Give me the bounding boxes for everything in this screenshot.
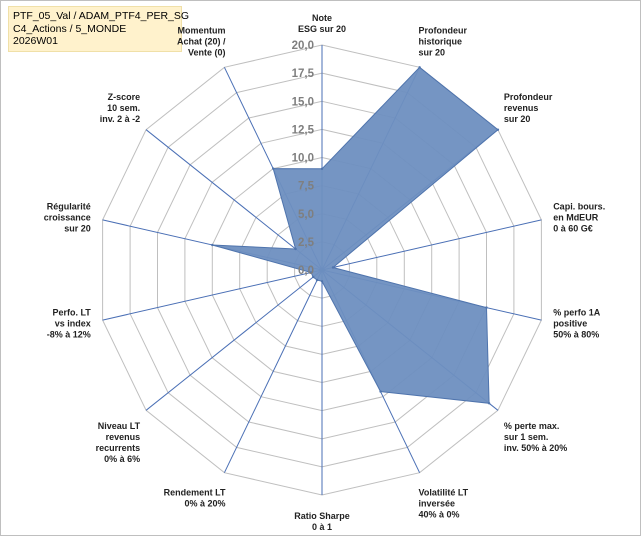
axis-label-line: positive: [553, 319, 587, 329]
data-point-6: [487, 402, 491, 405]
axis-label-line: sur 20: [64, 223, 91, 233]
tick-label: 7,5: [298, 181, 315, 193]
axis-label-line: Vente (0): [188, 48, 226, 58]
axis-label-line: % perte max.: [504, 421, 560, 431]
axis-label-1: Note ESG sur 20: [298, 13, 346, 34]
axis-label-line: Achat (20) /: [177, 37, 226, 47]
axis-label-line: 40% à 0%: [419, 509, 460, 519]
axis-label-line: Profondeur: [419, 26, 468, 36]
axis-label-6: % perte max. sur 1 sem. inv. 50% à 20%: [504, 421, 567, 453]
axis-label-line: Ratio Sharpe: [294, 511, 350, 521]
data-point-2: [418, 66, 421, 69]
axis-label-11: Perfo. LT vs index -8% à 12%: [47, 308, 92, 340]
axis-label-line: sur 1 sem.: [504, 432, 549, 442]
axis-label-line: -8% à 12%: [47, 330, 91, 340]
tick-label: 0,0: [298, 265, 314, 277]
data-point-10: [312, 275, 315, 279]
axis-label-line: Momentum: [178, 26, 226, 36]
axis-label-line: 0 à 1: [312, 522, 332, 532]
data-point-1: [320, 167, 324, 170]
axis-label-line: en MdEUR: [553, 212, 599, 222]
axis-label-line: 10 sem.: [107, 103, 140, 113]
axis-label-line: revenus: [504, 103, 539, 113]
axis-label-line: Capi. bours.: [553, 201, 605, 211]
axis-label-line: % perfo 1A: [553, 308, 601, 318]
axis-spoke-13: [145, 129, 323, 271]
data-point-12: [211, 243, 214, 247]
axis-label-line: 0% à 6%: [104, 454, 140, 464]
axis-label-line: Niveau LT: [98, 421, 141, 431]
portfolio-info-box: PTF_05_Val / ADAM_PTF4_PER_SG C4_Actions…: [8, 6, 190, 52]
axis-label-12: Régularité croissance sur 20: [44, 201, 91, 233]
axis-label-line: croissance: [44, 212, 91, 222]
axis-label-line: 50% à 80%: [553, 330, 599, 340]
axis-label-line: ESG sur 20: [298, 24, 346, 34]
data-point-11: [309, 271, 313, 274]
tick-label: 20,0: [292, 40, 314, 52]
data-point-4: [331, 266, 335, 269]
axis-label-line: inversée: [419, 498, 456, 508]
portfolio-name: PTF_05_Val / ADAM_PTF4_PER_SG: [13, 10, 190, 22]
tick-label: 5,0: [298, 209, 314, 221]
axis-label-7: Volatilité LT inversée 40% à 0%: [419, 487, 469, 519]
axis-label-line: sur 20: [419, 48, 446, 58]
axis-label-line: inv. 2 à -2: [100, 114, 140, 124]
axis-label-9: Rendement LT 0% à 20%: [164, 487, 226, 508]
axis-label-5: % perfo 1A positive 50% à 80%: [553, 308, 601, 340]
axis-label-line: revenus: [106, 432, 141, 442]
axis-label-line: Note: [312, 13, 332, 23]
data-area: [212, 66, 499, 404]
data-point-14: [272, 167, 275, 170]
axis-spoke-4: [321, 219, 542, 271]
data-point-7: [379, 390, 382, 393]
axis-label-line: historique: [419, 37, 463, 47]
axis-spoke-10: [145, 269, 323, 411]
tick-label: 10,0: [292, 153, 314, 165]
data-point-5: [485, 306, 488, 309]
axis-label-line: 0 à 60 G€: [553, 223, 593, 233]
tick-label: 15,0: [292, 96, 314, 108]
data-point-8: [320, 280, 324, 283]
axis-label-line: Volatilité LT: [419, 487, 469, 497]
portfolio-category: C4_Actions / 5_MONDE: [13, 22, 127, 35]
axis-spoke-9: [223, 269, 323, 473]
axis-label-line: Perfo. LT: [52, 308, 91, 318]
axis-label-2: Profondeur historique sur 20: [419, 26, 468, 58]
axis-label-4: Capi. bours. en MdEUR 0 à 60 G€: [553, 201, 605, 233]
axis-label-line: sur 20: [504, 114, 531, 124]
axis-spoke-11: [102, 269, 323, 321]
axis-label-3: Profondeur revenus sur 20: [504, 92, 553, 124]
axis-label-line: 0% à 20%: [184, 498, 225, 508]
axis-label-line: Rendement LT: [164, 487, 226, 497]
axis-label-14: Momentum Achat (20) / Vente (0): [177, 26, 226, 58]
axis-label-line: Régularité: [47, 201, 91, 211]
axis-label-line: Profondeur: [504, 92, 553, 102]
axis-label-10: Niveau LT revenus recurrents 0% à 6%: [96, 421, 141, 464]
data-point-13: [294, 247, 297, 251]
axis-label-13: Z-score 10 sem. inv. 2 à -2: [100, 92, 140, 124]
axis-label-8: Ratio Sharpe 0 à 1: [294, 511, 350, 532]
data-point-3: [496, 128, 500, 131]
tick-label: 12,5: [292, 124, 315, 136]
tick-label: 2,5: [298, 237, 315, 249]
tick-label: 17,5: [292, 68, 315, 80]
axis-label-line: recurrents: [96, 443, 141, 453]
axis-label-line: vs index: [55, 319, 91, 329]
axis-label-line: Z-score: [108, 92, 141, 102]
axis-label-line: inv. 50% à 20%: [504, 443, 567, 453]
portfolio-period: 2026W01: [13, 35, 58, 47]
data-point-9: [315, 278, 319, 282]
